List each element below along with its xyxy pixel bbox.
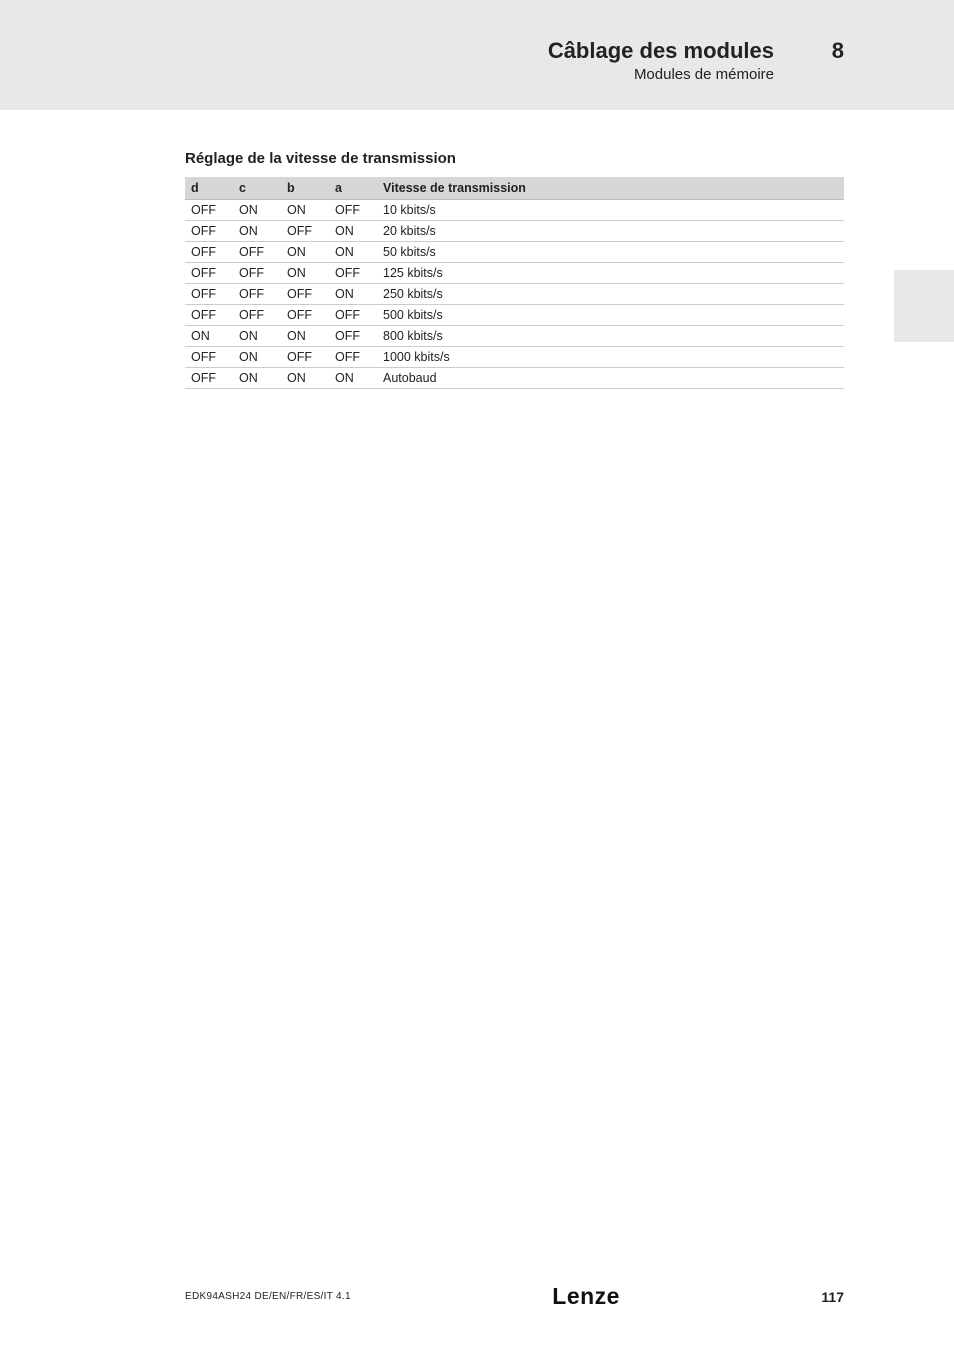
table-cell: ON (233, 368, 281, 389)
table-row: ONONONOFF800 kbits/s (185, 326, 844, 347)
table-cell: ON (233, 200, 281, 221)
table-cell: ON (329, 284, 377, 305)
header-band: Câblage des modules Modules de mémoire 8 (0, 0, 954, 110)
side-tab (894, 270, 954, 342)
table-row: OFFOFFOFFOFF500 kbits/s (185, 305, 844, 326)
col-a: a (329, 177, 377, 200)
table-cell: OFF (233, 284, 281, 305)
page-footer: EDK94ASH24 DE/EN/FR/ES/IT 4.1 Lenze 117 (0, 1283, 954, 1310)
table-cell: OFF (233, 242, 281, 263)
brand-logo: Lenze (552, 1283, 620, 1309)
table-cell: OFF (185, 200, 233, 221)
col-rate: Vitesse de transmission (377, 177, 844, 200)
table-cell: OFF (185, 368, 233, 389)
table-cell: OFF (281, 284, 329, 305)
baudrate-table: d c b a Vitesse de transmission OFFONONO… (185, 177, 844, 389)
table-cell: OFF (185, 242, 233, 263)
table-cell: 1000 kbits/s (377, 347, 844, 368)
table-cell: ON (281, 263, 329, 284)
table-cell: ON (281, 242, 329, 263)
table-header-row: d c b a Vitesse de transmission (185, 177, 844, 200)
table-cell: OFF (281, 305, 329, 326)
table-cell: OFF (329, 263, 377, 284)
table-cell: 125 kbits/s (377, 263, 844, 284)
table-cell: 800 kbits/s (377, 326, 844, 347)
table-cell: 500 kbits/s (377, 305, 844, 326)
table-cell: OFF (281, 347, 329, 368)
table-row: OFFONOFFOFF1000 kbits/s (185, 347, 844, 368)
table-cell: OFF (233, 305, 281, 326)
table-row: OFFOFFONON50 kbits/s (185, 242, 844, 263)
table-cell: OFF (281, 221, 329, 242)
logo-wrap: Lenze (351, 1283, 822, 1310)
table-row: OFFOFFOFFON250 kbits/s (185, 284, 844, 305)
chapter-number: 8 (832, 38, 844, 64)
table-cell: OFF (233, 263, 281, 284)
table-row: OFFOFFONOFF125 kbits/s (185, 263, 844, 284)
table-cell: OFF (185, 284, 233, 305)
col-d: d (185, 177, 233, 200)
table-cell: OFF (185, 263, 233, 284)
header-text-block: Câblage des modules Modules de mémoire (548, 38, 774, 83)
table-cell: ON (233, 221, 281, 242)
table-cell: OFF (185, 305, 233, 326)
table-cell: OFF (329, 200, 377, 221)
table-cell: ON (281, 200, 329, 221)
table-cell: OFF (329, 326, 377, 347)
table-row: OFFONOFFON20 kbits/s (185, 221, 844, 242)
table-cell: ON (329, 368, 377, 389)
table-row: OFFONONOFF10 kbits/s (185, 200, 844, 221)
table-cell: OFF (329, 347, 377, 368)
table-cell: ON (281, 368, 329, 389)
table-cell: ON (185, 326, 233, 347)
table-row: OFFONONONAutobaud (185, 368, 844, 389)
col-c: c (233, 177, 281, 200)
table-cell: Autobaud (377, 368, 844, 389)
table-cell: 250 kbits/s (377, 284, 844, 305)
table-cell: OFF (185, 221, 233, 242)
table-cell: 10 kbits/s (377, 200, 844, 221)
content-area: Réglage de la vitesse de transmission d … (0, 110, 954, 389)
table-cell: ON (329, 221, 377, 242)
page-title: Câblage des modules (548, 38, 774, 64)
table-cell: ON (329, 242, 377, 263)
table-cell: 50 kbits/s (377, 242, 844, 263)
page-subtitle: Modules de mémoire (548, 66, 774, 83)
page-number: 117 (821, 1289, 844, 1305)
doc-reference: EDK94ASH24 DE/EN/FR/ES/IT 4.1 (185, 1291, 351, 1302)
table-cell: 20 kbits/s (377, 221, 844, 242)
section-title: Réglage de la vitesse de transmission (185, 150, 844, 167)
table-cell: ON (281, 326, 329, 347)
table-cell: OFF (329, 305, 377, 326)
table-cell: ON (233, 326, 281, 347)
table-cell: ON (233, 347, 281, 368)
col-b: b (281, 177, 329, 200)
table-cell: OFF (185, 347, 233, 368)
